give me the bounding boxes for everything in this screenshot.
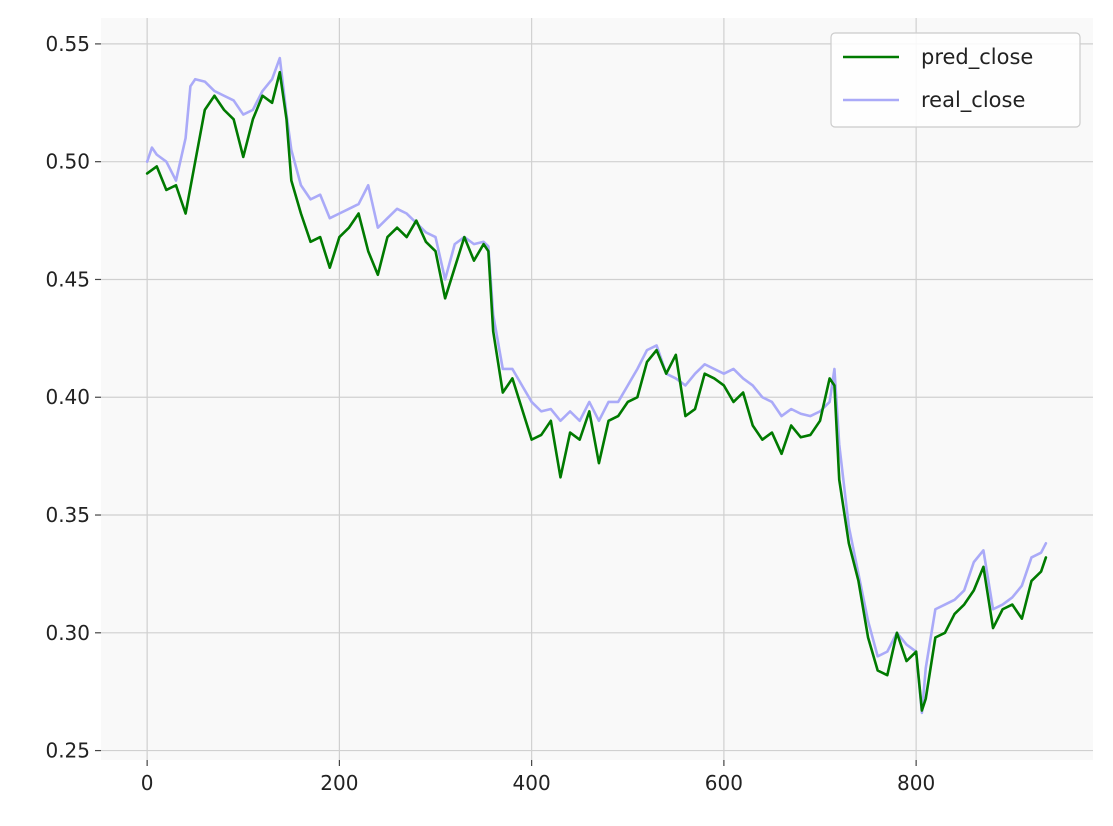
grid-lines <box>101 18 1093 760</box>
y-tick-label: 0.35 <box>45 503 90 527</box>
y-tick-label: 0.25 <box>45 739 90 763</box>
y-tick-label: 0.30 <box>45 621 90 645</box>
series-lines <box>145 56 1048 715</box>
y-tick-label: 0.55 <box>45 32 90 56</box>
plot-background <box>101 18 1093 760</box>
legend-label: pred_close <box>921 45 1033 70</box>
x-tick-label: 800 <box>897 771 935 795</box>
x-tick-label: 600 <box>705 771 743 795</box>
legend-label: real_close <box>921 88 1025 113</box>
x-tick-label: 0 <box>141 771 154 795</box>
y-tick-label: 0.45 <box>45 267 90 291</box>
x-tick-label: 200 <box>320 771 358 795</box>
y-tick-label: 0.50 <box>45 150 90 174</box>
series-line-pred-close <box>145 70 1048 712</box>
axis-ticks: 0 200 400 600 800 0.25 0.30 0.35 0.40 0.45 0.50 0.5… <box>45 32 935 795</box>
x-tick-label: 400 <box>513 771 551 795</box>
legend: pred_close real_close <box>830 32 1081 128</box>
y-tick-label: 0.40 <box>45 385 90 409</box>
